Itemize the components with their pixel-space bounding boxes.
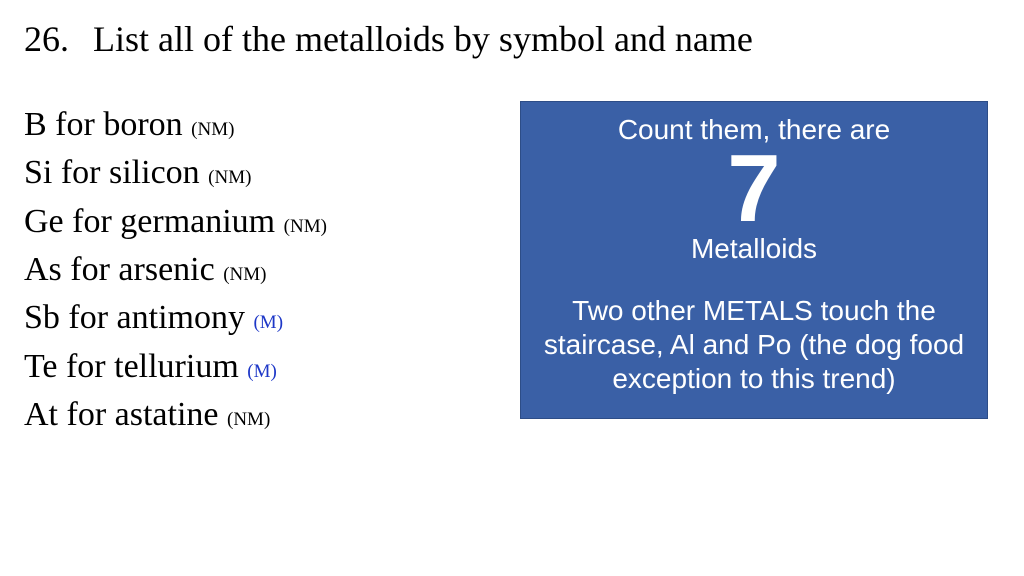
question-number: 26. [24, 18, 69, 61]
list-item-text: Sb for antimony [24, 299, 245, 336]
list-item-tag: (NM) [208, 167, 251, 188]
count-callout: Count them, there are 7 Metalloids Two o… [520, 101, 988, 419]
list-item: Si for silicon (NM) [24, 149, 494, 197]
list-item: As for arsenic (NM) [24, 246, 494, 294]
list-item-text: Ge for germanium [24, 203, 275, 240]
callout-paragraph: Two other METALS touch the staircase, Al… [543, 294, 965, 396]
list-item-tag: (NM) [191, 119, 234, 140]
list-item-text: Te for tellurium [24, 348, 239, 385]
list-item-text: Si for silicon [24, 154, 200, 191]
list-item-tag: (NM) [227, 409, 270, 430]
list-item: Ge for germanium (NM) [24, 198, 494, 246]
list-item-text: As for arsenic [24, 251, 215, 288]
list-item-text: At for astatine [24, 396, 219, 433]
question-title: 26. List all of the metalloids by symbol… [24, 18, 1000, 61]
list-item: At for astatine (NM) [24, 391, 494, 439]
list-item-tag: (M) [247, 361, 277, 382]
list-item-tag: (NM) [284, 216, 327, 237]
slide: 26. List all of the metalloids by symbol… [0, 0, 1024, 576]
list-item-tag: (M) [253, 312, 283, 333]
list-item: B for boron (NM) [24, 101, 494, 149]
callout-big-number: 7 [543, 143, 965, 234]
list-item-text: B for boron [24, 106, 183, 143]
metalloid-list: B for boron (NM) Si for silicon (NM) Ge … [24, 101, 494, 439]
callout-line2: Metalloids [543, 232, 965, 266]
list-item-tag: (NM) [223, 264, 266, 285]
content-row: B for boron (NM) Si for silicon (NM) Ge … [24, 101, 1000, 439]
list-item: Sb for antimony (M) [24, 294, 494, 342]
list-item: Te for tellurium (M) [24, 343, 494, 391]
question-text: List all of the metalloids by symbol and… [93, 18, 753, 61]
